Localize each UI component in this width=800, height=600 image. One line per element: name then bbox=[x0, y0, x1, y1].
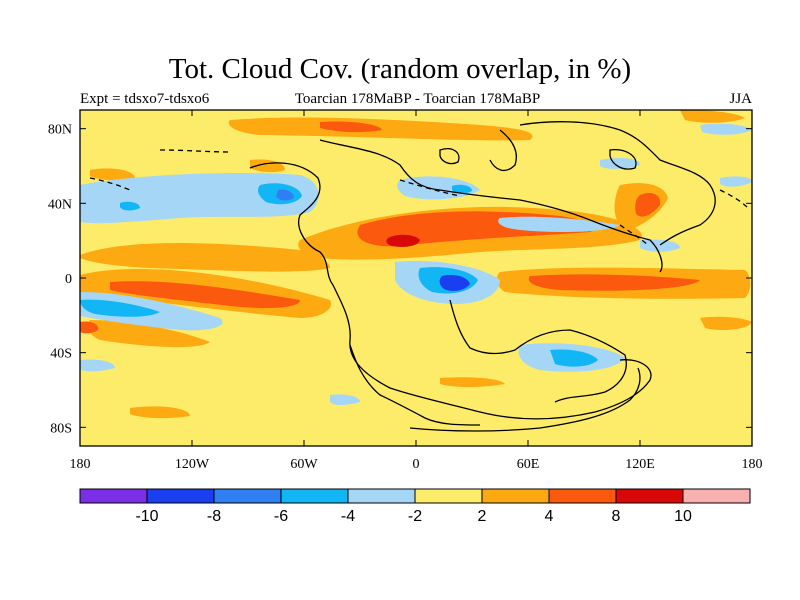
y-tick-label: 0 bbox=[65, 272, 72, 287]
map-title: Tot. Cloud Cov. (random overlap, in %) bbox=[168, 53, 632, 85]
coastline-fragments bbox=[89, 149, 749, 246]
x-tick-label: 0 bbox=[413, 457, 420, 472]
x-tick-label: 60E bbox=[517, 457, 540, 472]
y-tick-label: 80N bbox=[48, 123, 72, 138]
colorbar-label: -2 bbox=[408, 508, 422, 525]
colorbar-swatch bbox=[548, 488, 617, 504]
y-tick-label: 40N bbox=[48, 197, 72, 212]
map-plot-area bbox=[80, 110, 752, 446]
colorbar: -10 -8 -6 -4 -2 2 4 8 10 bbox=[79, 488, 751, 525]
colorbar-swatch bbox=[280, 488, 349, 504]
colorbar-swatch bbox=[414, 488, 483, 504]
season-label: JJA bbox=[729, 91, 752, 107]
x-tick-label: 60W bbox=[290, 457, 318, 472]
colorbar-label: 4 bbox=[545, 508, 554, 525]
experiment-label: Expt = tdsxo7-tdsxo6 bbox=[80, 91, 210, 107]
colorbar-swatch bbox=[79, 488, 148, 504]
y-axis-ticks: 80N 40N 0 40S 80S bbox=[48, 123, 752, 436]
colorbar-label: -4 bbox=[341, 508, 355, 525]
colorbar-swatch bbox=[213, 488, 282, 504]
x-tick-label: 120W bbox=[175, 457, 210, 472]
cloud-cover-anomaly-fill bbox=[80, 110, 752, 419]
colorbar-swatch bbox=[481, 488, 550, 504]
x-axis-ticks: 180 120W 60W 0 60E 120E 180 bbox=[70, 110, 763, 472]
colorbar-swatch bbox=[347, 488, 416, 504]
colorbar-label: 8 bbox=[612, 508, 621, 525]
colorbar-label: -10 bbox=[135, 508, 158, 525]
colorbar-label: 10 bbox=[674, 508, 692, 525]
y-tick-label: 40S bbox=[50, 347, 72, 362]
y-tick-label: 80S bbox=[50, 421, 72, 436]
colorbar-swatch bbox=[682, 488, 751, 504]
colorbar-label: -8 bbox=[207, 508, 221, 525]
colorbar-swatch bbox=[146, 488, 215, 504]
x-tick-label: 180 bbox=[70, 457, 91, 472]
x-tick-label: 120E bbox=[625, 457, 655, 472]
x-tick-label: 180 bbox=[742, 457, 763, 472]
colorbar-label: -6 bbox=[274, 508, 288, 525]
colorbar-label: 2 bbox=[478, 508, 487, 525]
coastlines bbox=[249, 121, 716, 432]
colorbar-swatch bbox=[615, 488, 684, 504]
period-label: Toarcian 178MaBP - Toarcian 178MaBP bbox=[294, 91, 541, 107]
